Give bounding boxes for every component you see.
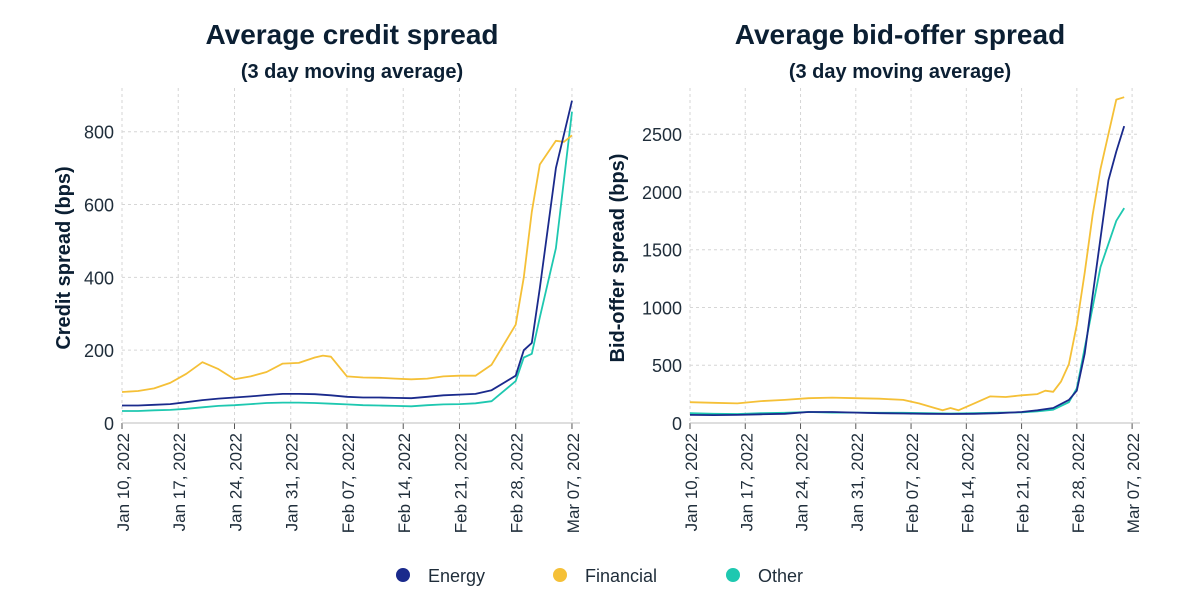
- x-tick-label: Mar 07, 2022: [564, 433, 583, 533]
- x-tick-label: Jan 17, 2022: [737, 433, 756, 531]
- chart-subtitle-bid-offer: (3 day moving average): [789, 61, 1011, 83]
- series-line-energy: [122, 100, 573, 407]
- y-tick-label: 500: [652, 356, 682, 376]
- x-tick-label: Feb 14, 2022: [395, 433, 414, 533]
- bid-offer-spread-plot: 0 500 1000 1500 2000 2500 Jan 10, 2022 Jan 17, …: [642, 88, 1143, 533]
- legend-label-other: Other: [758, 566, 803, 586]
- x-tick-label: Feb 07, 2022: [903, 433, 922, 533]
- x-tick-label: Feb 07, 2022: [339, 433, 358, 533]
- series-line-other: [122, 111, 573, 412]
- y-tick-label: 2500: [642, 125, 682, 145]
- credit-spread-plot: 0 200 400 600 800 Jan 10, 2022 Jan 17, 2022 Jan…: [84, 88, 583, 533]
- legend: Energy Financial Other: [396, 566, 803, 586]
- legend-marker-financial: [553, 568, 567, 582]
- x-tick-label: Jan 17, 2022: [170, 433, 189, 531]
- y-tick-label: 800: [84, 123, 114, 143]
- legend-marker-other: [726, 568, 740, 582]
- series-line-financial: [121, 134, 573, 393]
- y-tick-label: 1000: [642, 298, 682, 318]
- x-tick-label: Feb 21, 2022: [451, 433, 470, 533]
- legend-label-financial: Financial: [585, 566, 657, 586]
- x-tick-label: Feb 21, 2022: [1014, 433, 1033, 533]
- series-line-financial: [689, 96, 1125, 412]
- legend-label-energy: Energy: [428, 566, 485, 586]
- x-tick-label: Jan 24, 2022: [793, 433, 812, 531]
- chart-title-bid-offer: Average bid-offer spread: [735, 19, 1065, 50]
- chart-subtitle-credit: (3 day moving average): [241, 61, 463, 83]
- x-tick-label: Feb 28, 2022: [508, 433, 527, 533]
- x-tick-label: Jan 10, 2022: [114, 433, 133, 531]
- x-tick-label: Jan 10, 2022: [682, 433, 701, 531]
- x-tick-label: Feb 28, 2022: [1069, 433, 1088, 533]
- y-tick-label: 1500: [642, 241, 682, 261]
- y-tick-label: 600: [84, 196, 114, 216]
- legend-marker-energy: [396, 568, 410, 582]
- y-axis-label-credit: Credit spread (bps): [53, 166, 75, 349]
- series-line-energy: [689, 125, 1126, 417]
- y-tick-label: 400: [84, 268, 114, 288]
- y-tick-label: 0: [672, 414, 682, 434]
- y-tick-label: 2000: [642, 183, 682, 203]
- y-axis-label-bid-offer: Bid-offer spread (bps): [607, 154, 629, 363]
- y-tick-label: 200: [84, 341, 114, 361]
- x-tick-label: Mar 07, 2022: [1124, 433, 1143, 533]
- y-tick-label: 0: [104, 414, 114, 434]
- x-tick-label: Jan 31, 2022: [848, 433, 867, 531]
- x-tick-label: Jan 24, 2022: [226, 433, 245, 531]
- x-tick-label: Feb 14, 2022: [958, 433, 977, 533]
- x-tick-label: Jan 31, 2022: [283, 433, 302, 531]
- chart-title-credit: Average credit spread: [205, 19, 498, 50]
